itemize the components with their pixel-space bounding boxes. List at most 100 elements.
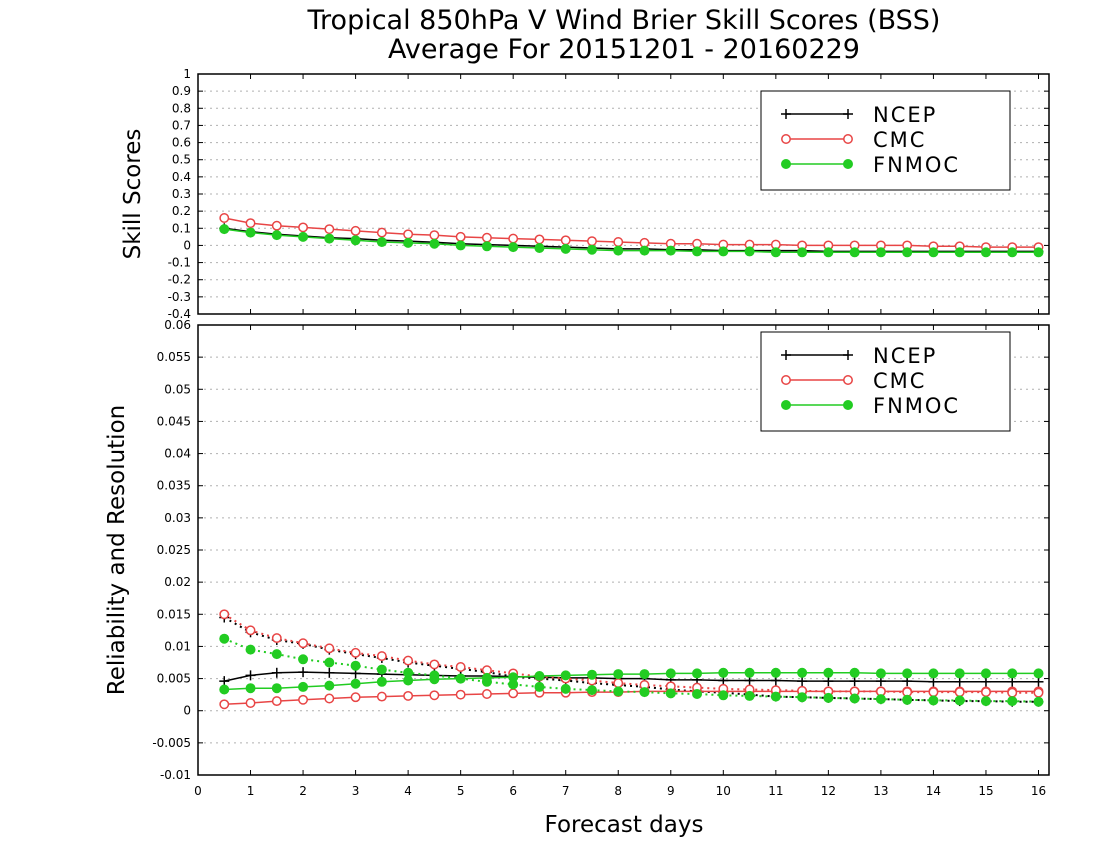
- cmc-dotted-series-point: [1033, 687, 1044, 698]
- cmc-dotted-series-point: [324, 643, 335, 654]
- fnmoc-dotted-series-point: [849, 693, 860, 704]
- cmc-dotted-series-point: [376, 651, 387, 662]
- cmc-dotted-series-point: [455, 662, 466, 672]
- fnmoc-solid-series-point: [928, 247, 939, 258]
- fnmoc-solid-series-point: [875, 247, 886, 258]
- y-tick-label: 0: [183, 238, 191, 252]
- fnmoc-dotted-series-point: [324, 657, 335, 668]
- cmc-solid-series-point: [481, 689, 492, 699]
- fnmoc-dotted-series-point: [744, 690, 755, 701]
- legend-box: [760, 90, 1011, 191]
- fnmoc-solid-series-point: [350, 235, 361, 246]
- fnmoc-solid-series-point: [639, 669, 650, 680]
- fnmoc-solid-series-point: [928, 668, 939, 679]
- y-tick-label: 1: [183, 67, 191, 81]
- fnmoc-solid-series-point: [902, 247, 913, 258]
- fnmoc-solid-series-point: [692, 668, 703, 679]
- x-tick-label: 15: [978, 784, 993, 798]
- x-tick-label: 9: [667, 784, 675, 798]
- fnmoc-solid-series-point: [350, 678, 361, 689]
- fnmoc-dotted-series-point: [298, 654, 309, 665]
- y-tick-label: 0: [183, 704, 191, 718]
- cmc-solid-series-point: [376, 691, 387, 702]
- fnmoc-dotted-series-point: [586, 685, 597, 696]
- plot-frame: [197, 73, 1050, 315]
- fnmoc-solid-series-point: [271, 683, 282, 694]
- cmc-solid-series-line: [224, 217, 1039, 248]
- chart-title-line1: Tropical 850hPa V Wind Brier Skill Score…: [307, 5, 941, 36]
- fnmoc-solid-series-point: [770, 247, 781, 258]
- x-tick-label: 7: [562, 784, 570, 798]
- y-tick-label: 0.7: [172, 118, 191, 132]
- fnmoc-solid-series-point: [744, 667, 755, 678]
- cmc-dotted-series-point: [245, 625, 256, 636]
- cmc-solid-series-point: [508, 688, 519, 699]
- fnmoc-solid-series-point: [429, 238, 440, 249]
- cmc-solid-series-point: [560, 235, 571, 246]
- fnmoc-solid-series-point: [849, 667, 860, 678]
- y-tick-label: 0.045: [157, 414, 191, 428]
- cmc-dotted-series-point: [1007, 687, 1018, 698]
- y-tick-label: -0.4: [168, 307, 191, 321]
- fnmoc-solid-series-point: [403, 237, 414, 248]
- y-tick-label: -0.01: [160, 768, 191, 782]
- fnmoc-dotted-series-point: [376, 664, 387, 675]
- cmc-dotted-series-line: [223, 613, 1039, 694]
- cmc-dotted-series-point: [403, 655, 414, 666]
- fnmoc-solid-series-point: [797, 667, 808, 678]
- y-tick-label: 0.6: [172, 136, 191, 150]
- legend-marker: [843, 159, 853, 169]
- fnmoc-dotted-series-point: [1033, 696, 1044, 707]
- fnmoc-solid-series-point: [613, 245, 624, 256]
- fnmoc-solid-series-point: [980, 247, 991, 258]
- fnmoc-dotted-series-point: [797, 692, 808, 703]
- fnmoc-solid-series-point: [692, 246, 703, 257]
- y-tick-label: -0.1: [168, 256, 191, 270]
- cmc-solid-series-line: [224, 690, 1039, 706]
- legend-marker: [781, 400, 791, 410]
- fnmoc-dotted-series-point: [875, 694, 886, 705]
- cmc-solid-series-point: [455, 231, 466, 242]
- fnmoc-solid-series-point: [902, 668, 913, 679]
- fnmoc-solid-series-point: [823, 247, 834, 258]
- x-tick-label: 6: [509, 784, 517, 798]
- legend-marker: [843, 134, 853, 144]
- cmc-solid-series-point: [403, 229, 414, 240]
- fnmoc-dotted-series-point: [508, 679, 519, 690]
- x-tick-label: 1: [247, 784, 255, 798]
- fnmoc-solid-series-point: [481, 241, 492, 252]
- fnmoc-dotted-series-point: [980, 696, 991, 707]
- cmc-dotted-series-point: [928, 687, 939, 698]
- fnmoc-solid-series-point: [219, 684, 230, 695]
- cmc-dotted-series-point: [350, 647, 361, 658]
- cmc-solid-series-point: [534, 234, 545, 245]
- fnmoc-dotted-series-point: [534, 681, 545, 692]
- skill-score-panel: -0.4 -0.3 -0.2 -0.1 0 0.1 0.2 0.3 0.4 0.5 0.6 0.7 0.…: [120, 67, 1050, 321]
- fnmoc-solid-series-point: [586, 244, 597, 255]
- fnmoc-solid-series-point: [560, 243, 571, 254]
- fnmoc-dotted-series-point: [639, 687, 650, 698]
- fnmoc-solid-series-point: [245, 683, 256, 694]
- fnmoc-solid-series-point: [639, 245, 650, 256]
- fnmoc-solid-series-point: [271, 230, 282, 241]
- cmc-solid-series-point: [481, 232, 492, 243]
- cmc-solid-series-point: [508, 233, 519, 244]
- fnmoc-dotted-series-point: [455, 673, 466, 684]
- cmc-solid-series-point: [245, 698, 256, 708]
- y-axis-label: Skill Scores: [120, 129, 146, 260]
- cmc-solid-series-point: [271, 220, 282, 231]
- fnmoc-dotted-series-point: [928, 695, 939, 706]
- y-tick-label: 0.06: [164, 318, 191, 332]
- y-tick-label: 0.04: [164, 447, 191, 461]
- fnmoc-solid-series-point: [823, 667, 834, 678]
- fnmoc-dotted-series-point: [770, 691, 781, 702]
- x-tick-label: 12: [821, 784, 836, 798]
- fnmoc-dotted-series-point: [902, 694, 913, 705]
- fnmoc-solid-series-point: [219, 224, 230, 235]
- fnmoc-dotted-series-point: [403, 667, 414, 678]
- fnmoc-solid-series-point: [534, 243, 545, 253]
- fnmoc-solid-series-point: [298, 231, 309, 242]
- cmc-solid-series-point: [429, 230, 440, 241]
- cmc-dotted-series-point: [298, 638, 309, 649]
